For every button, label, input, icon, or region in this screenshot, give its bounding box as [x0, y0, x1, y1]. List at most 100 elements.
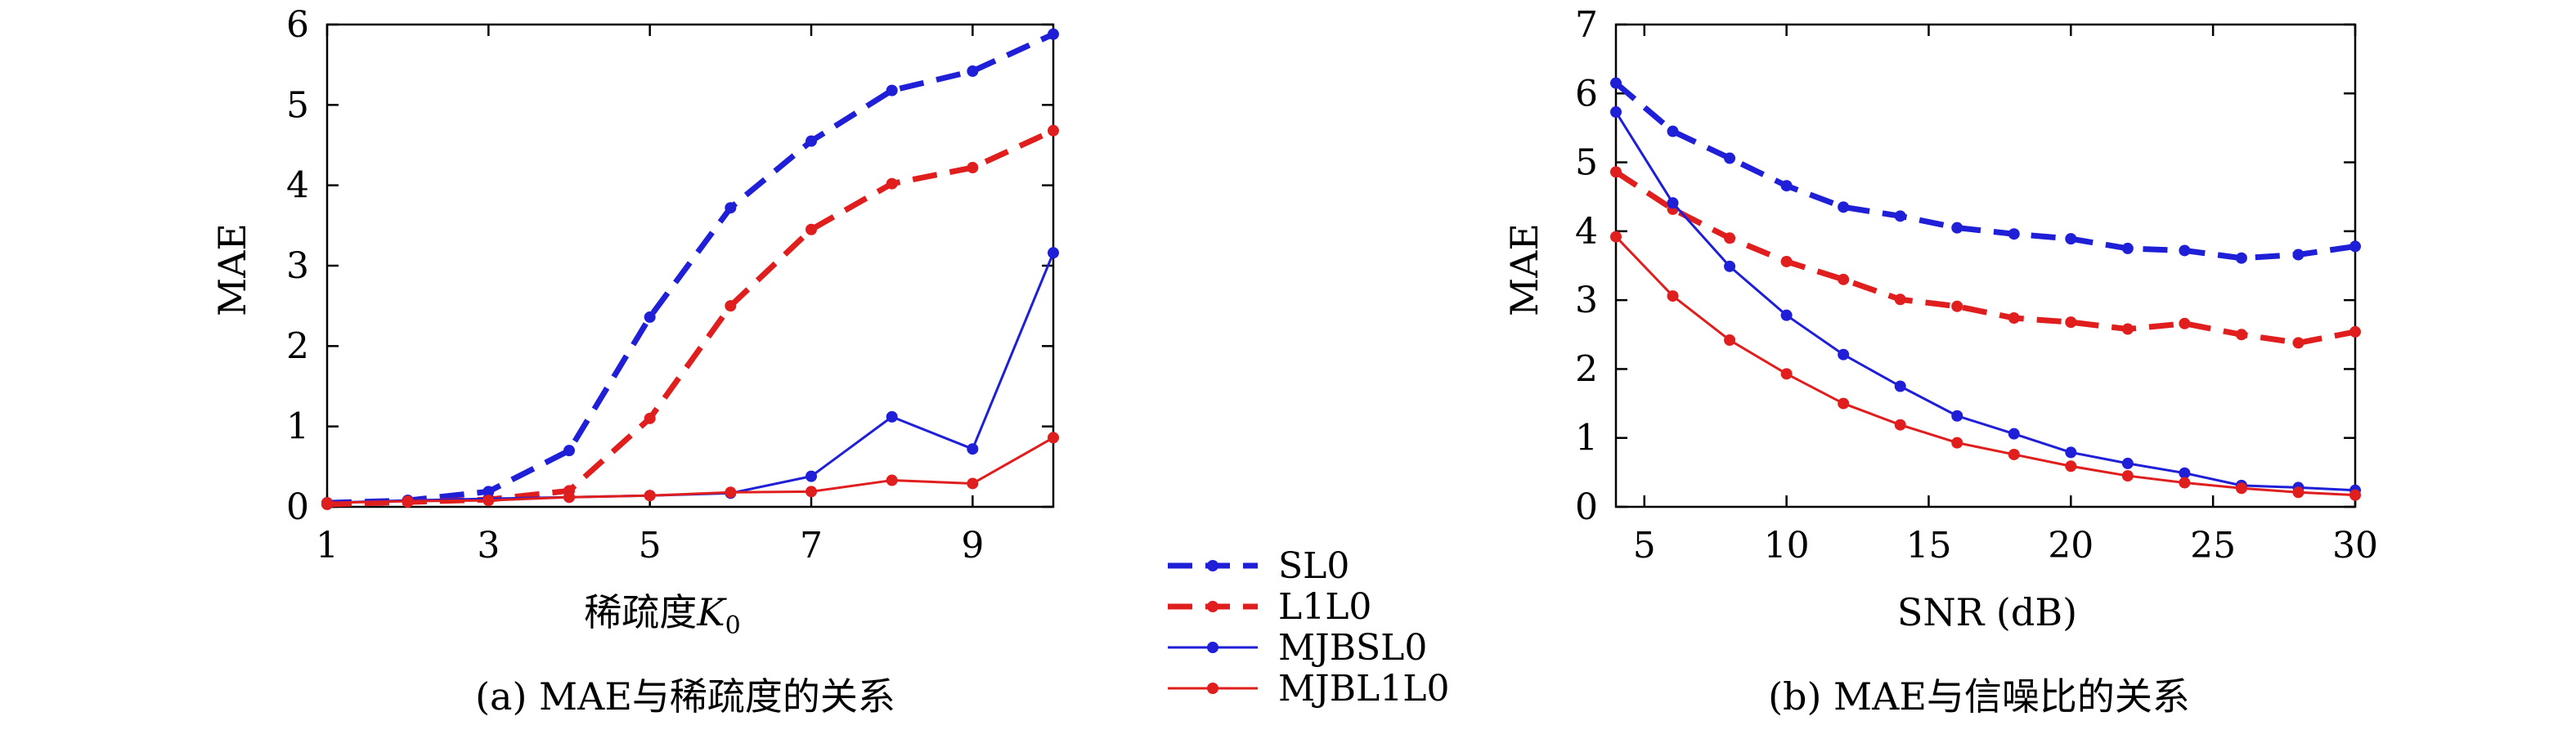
data-point-MJBSL0: [1667, 197, 1679, 209]
data-point-MJBSL0: [2121, 457, 2134, 469]
data-point-SL0: [967, 65, 979, 78]
series-line-MJBSL0: [326, 252, 1055, 504]
data-point-MJBL1L0: [2349, 489, 2361, 501]
data-point-MJBL1L0: [2121, 470, 2134, 482]
chart-caption: (b) MAE与信噪比的关系: [1768, 674, 2190, 719]
data-point-L1L0: [2008, 312, 2020, 325]
x-tick-label: 20: [2048, 525, 2094, 567]
data-point-MJBL1L0: [321, 497, 333, 509]
legend-label: SL0: [1278, 545, 1349, 587]
x-axis-label: 稀疏度K0: [584, 590, 740, 640]
data-point-MJBSL0: [886, 410, 898, 423]
x-tick-label: 1: [316, 525, 339, 567]
data-point-MJBSL0: [1048, 247, 1059, 259]
data-point-MJBSL0: [1780, 309, 1793, 321]
y-tick-label: 6: [286, 4, 309, 46]
series-line-MJBL1L0: [1614, 235, 2356, 497]
data-point-MJBSL0: [2065, 446, 2077, 459]
x-tick-label: 30: [2332, 525, 2378, 567]
y-tick-label: 0: [1575, 486, 1598, 528]
data-point-L1L0: [2121, 323, 2134, 335]
x-tick-label: 15: [1905, 525, 1951, 567]
y-tick-label: 1: [286, 406, 309, 448]
data-point-MJBL1L0: [1667, 290, 1679, 302]
data-point-SL0: [1951, 222, 1963, 234]
data-point-L1L0: [2349, 325, 2361, 338]
data-point-MJBL1L0: [1610, 231, 1622, 243]
data-point-SL0: [1667, 125, 1679, 137]
series-line-SL0: [326, 31, 1055, 506]
y-tick-label: 1: [1575, 418, 1598, 459]
data-point-MJBSL0: [1951, 410, 1963, 422]
y-tick-label: 6: [1575, 73, 1598, 114]
y-tick-label: 5: [286, 84, 309, 126]
data-point-SL0: [2349, 240, 2361, 253]
data-point-SL0: [806, 135, 817, 147]
series-line-MJBSL0: [1614, 111, 2356, 492]
data-point-MJBL1L0: [1724, 334, 1736, 347]
data-point-MJBL1L0: [1048, 432, 1059, 444]
series-line-MJBL1L0: [326, 437, 1054, 504]
data-point-L1L0: [725, 300, 737, 312]
y-tick-label: 4: [286, 165, 309, 207]
data-point-L1L0: [1951, 300, 1963, 312]
data-point-L1L0: [1048, 124, 1059, 137]
data-point-L1L0: [2179, 317, 2191, 329]
data-point-MJBSL0: [1724, 260, 1736, 272]
legend-marker-SL0: [1207, 560, 1218, 571]
x-axis-label: SNR (dB): [1897, 590, 2077, 634]
data-point-L1L0: [644, 412, 656, 424]
data-point-MJBL1L0: [402, 495, 414, 508]
data-point-MJBSL0: [1838, 348, 1850, 361]
x-tick-label: 10: [1764, 525, 1810, 567]
y-axis-label: MAE: [1502, 223, 1546, 316]
data-point-MJBL1L0: [644, 490, 656, 502]
data-point-SL0: [1894, 210, 1906, 222]
data-point-L1L0: [1894, 293, 1906, 306]
data-point-MJBL1L0: [1951, 437, 1963, 449]
y-tick-label: 3: [1575, 280, 1598, 321]
x-tick-label: 5: [639, 525, 662, 567]
data-point-MJBSL0: [967, 443, 979, 455]
data-point-SL0: [2292, 249, 2304, 261]
x-tick-label: 9: [961, 525, 984, 567]
legend-marker-MJBL1L0: [1207, 683, 1218, 694]
legend-label: MJBSL0: [1278, 627, 1427, 669]
data-point-SL0: [2065, 233, 2077, 245]
data-point-SL0: [2179, 244, 2191, 257]
data-point-MJBL1L0: [2008, 448, 2020, 460]
data-point-MJBL1L0: [563, 491, 575, 504]
data-point-SL0: [1048, 28, 1059, 40]
legend-marker-MJBSL0: [1207, 642, 1218, 653]
data-point-SL0: [1780, 180, 1793, 192]
data-point-SL0: [2235, 252, 2247, 264]
data-point-SL0: [563, 445, 575, 457]
data-point-SL0: [1724, 152, 1736, 164]
data-point-SL0: [2121, 242, 2134, 254]
data-point-MJBSL0: [1610, 106, 1622, 119]
data-point-L1L0: [1610, 166, 1622, 178]
data-point-MJBSL0: [2008, 428, 2020, 440]
y-tick-label: 4: [1575, 211, 1598, 253]
data-point-L1L0: [1780, 255, 1793, 267]
data-point-L1L0: [2292, 337, 2304, 349]
x-tick-label: 5: [1633, 525, 1656, 567]
y-tick-label: 7: [1575, 4, 1598, 46]
data-point-MJBL1L0: [1894, 419, 1906, 431]
data-point-SL0: [725, 202, 737, 214]
data-point-SL0: [1610, 77, 1622, 89]
x-tick-label: 7: [800, 525, 823, 567]
data-point-L1L0: [2065, 316, 2077, 329]
data-point-MJBL1L0: [967, 477, 979, 490]
data-point-L1L0: [967, 162, 979, 174]
x-tick-label: 3: [477, 525, 500, 567]
chart-caption: (a) MAE与稀疏度的关系: [475, 674, 895, 719]
data-point-SL0: [886, 84, 898, 96]
series-line-L1L0: [326, 128, 1055, 508]
y-tick-label: 2: [286, 325, 309, 367]
y-tick-label: 0: [286, 486, 309, 528]
data-point-L1L0: [1838, 273, 1850, 285]
data-point-SL0: [2008, 228, 2020, 240]
